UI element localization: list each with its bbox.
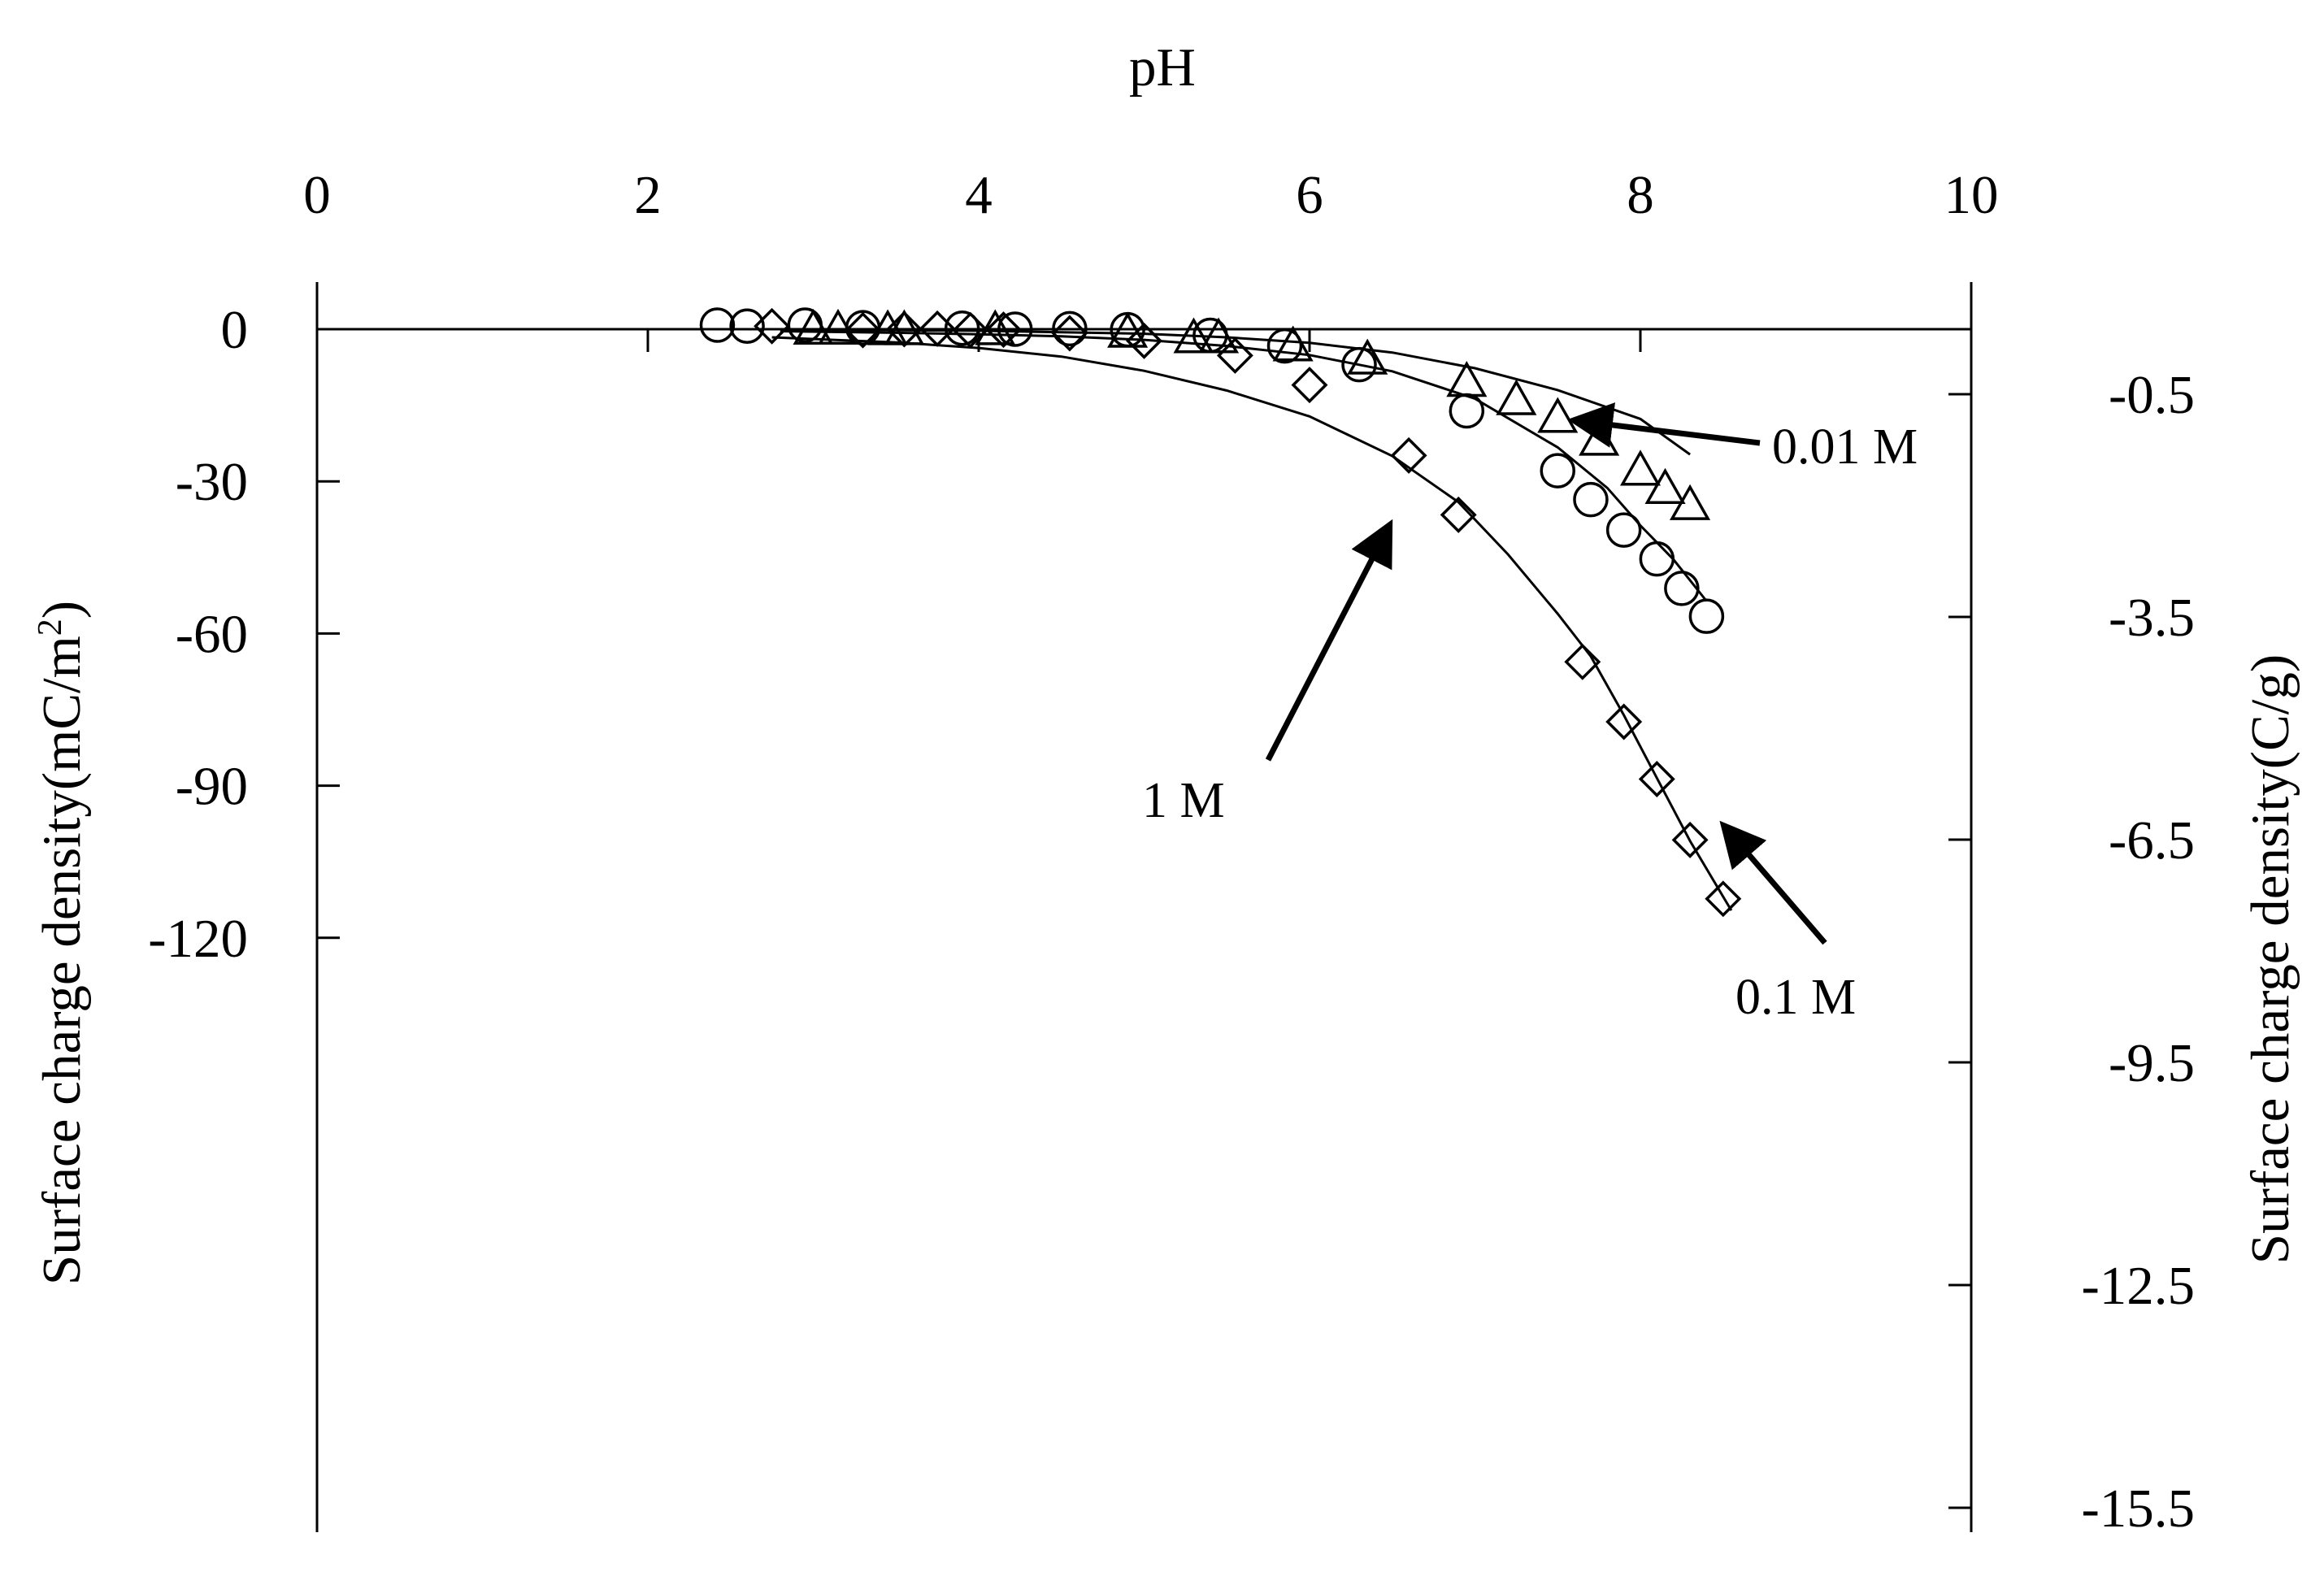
- circle-marker: [944, 310, 980, 346]
- x-axis-title: pH: [1129, 37, 1196, 98]
- circle-marker: [1639, 541, 1675, 577]
- y-left-tick-label: -30: [176, 452, 248, 512]
- diamond-marker: [1564, 643, 1601, 680]
- y-left-title-main: Surface charge density(mC/m: [32, 636, 92, 1285]
- annotation-arrow-1-m: [1265, 519, 1393, 762]
- data-markers-layer: [699, 307, 1742, 918]
- diamond-marker: [919, 310, 956, 347]
- circle-marker: [1688, 598, 1725, 634]
- circle-marker: [1664, 571, 1700, 606]
- y-right-tick-label: -6.5: [2109, 810, 2195, 871]
- annotation-label-0-01-m: 0.01 M: [1772, 419, 1918, 475]
- circle-marker: [1052, 310, 1088, 347]
- circle-marker: [1266, 328, 1303, 364]
- axes-layer: 0 2 4 6 8 10 0 -30 -60 -90 -120 -0.5 -3.5 -6.5 -9.5 -12…: [148, 165, 2195, 1539]
- diamond-marker: [1605, 703, 1643, 740]
- triangle-marker: [1173, 317, 1214, 354]
- diamond-marker: [885, 310, 923, 348]
- x-tick-label: 10: [1944, 165, 1999, 225]
- triangle-marker: [1347, 338, 1388, 375]
- y-right-axis-title: Surface charge density(C/g): [2240, 654, 2300, 1264]
- diamond-marker: [1291, 367, 1328, 404]
- circle-marker: [1449, 393, 1485, 429]
- y-right-tick-label: -12.5: [2081, 1256, 2195, 1316]
- diamond-marker: [1671, 821, 1709, 858]
- diamond-marker: [1051, 315, 1088, 352]
- annotation-label-1-m: 1 M: [1142, 773, 1225, 828]
- annotation-label-0-1-m: 0.1 M: [1735, 970, 1856, 1025]
- x-tick-label: 2: [634, 165, 662, 225]
- fit-curve-0-1-m: [780, 330, 1708, 602]
- diamond-marker: [1126, 322, 1162, 359]
- diamond-marker: [1638, 761, 1675, 797]
- diamond-marker: [952, 311, 989, 349]
- annotations-layer: 0.01 M 0.1 M 1 M: [1142, 402, 1918, 1025]
- circle-marker: [845, 310, 881, 345]
- y-left-tick-label: 0: [221, 300, 249, 360]
- y-left-axis-title: Surface charge density(mC/m2): [32, 601, 92, 1285]
- annotation-arrow-0-01-m: [1567, 402, 1761, 448]
- diamond-marker: [845, 311, 881, 349]
- fit-curves-layer: [771, 328, 1733, 911]
- y-right-tick-label: -0.5: [2109, 365, 2195, 425]
- circle-marker: [1540, 453, 1575, 489]
- y-right-tick-label: -15.5: [2081, 1479, 2195, 1539]
- triangle-marker: [1496, 379, 1537, 415]
- y-left-tick-label: -90: [176, 757, 248, 817]
- axis-titles-layer: pH Surface charge density(mC/m2) Surface…: [32, 37, 2300, 1285]
- circle-marker: [729, 308, 765, 345]
- diamond-marker: [985, 311, 1022, 349]
- x-tick-label: 0: [303, 165, 331, 225]
- circle-marker: [1341, 346, 1377, 383]
- annotation-arrow-0-1-m: [1719, 820, 1827, 945]
- circle-marker: [699, 307, 736, 343]
- diamond-marker: [1216, 337, 1253, 374]
- diamond-marker: [754, 307, 791, 345]
- diamond-marker: [1440, 496, 1477, 533]
- circle-marker: [1573, 481, 1609, 518]
- y-left-tick-label: -120: [148, 909, 248, 969]
- fit-curve-1-m: [771, 336, 1733, 911]
- diamond-marker: [1705, 880, 1742, 918]
- y-right-tick-label: -9.5: [2109, 1033, 2195, 1093]
- circle-marker: [1605, 512, 1642, 548]
- triangle-marker: [1669, 484, 1711, 520]
- circle-marker: [1110, 311, 1145, 348]
- y-right-tick-label: -3.5: [2109, 588, 2195, 648]
- triangle-marker: [1619, 449, 1662, 486]
- y-left-title-superscript: 2: [32, 619, 69, 636]
- x-tick-label: 6: [1296, 165, 1323, 225]
- triangle-marker: [1537, 397, 1579, 433]
- x-tick-label: 8: [1627, 165, 1654, 225]
- diamond-marker: [1390, 436, 1427, 474]
- circle-marker: [997, 311, 1033, 347]
- y-left-tick-label: -60: [176, 604, 248, 664]
- triangle-marker: [1644, 467, 1686, 504]
- y-left-title-suffix: ): [32, 601, 92, 619]
- circle-marker: [1192, 317, 1228, 354]
- x-tick-label: 4: [965, 165, 993, 225]
